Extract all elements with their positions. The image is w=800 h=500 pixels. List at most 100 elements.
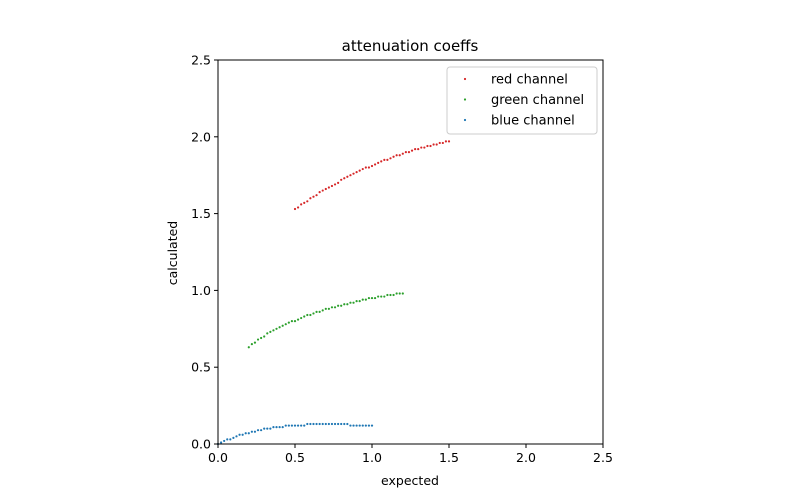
data-point xyxy=(352,424,355,427)
y-axis-label: calculated xyxy=(165,221,180,285)
data-point xyxy=(340,304,343,307)
data-point xyxy=(392,293,395,297)
data-point xyxy=(315,422,318,426)
data-point xyxy=(312,422,315,426)
data-point xyxy=(290,424,294,427)
legend-marker xyxy=(463,77,467,81)
data-point xyxy=(343,303,346,306)
data-point xyxy=(306,200,309,203)
data-point xyxy=(380,160,383,163)
data-point xyxy=(346,175,349,178)
data-point xyxy=(386,158,389,161)
data-point xyxy=(241,433,244,436)
data-point xyxy=(410,149,414,152)
series-green-channel xyxy=(247,292,404,349)
data-point xyxy=(349,424,352,427)
data-point xyxy=(296,206,300,209)
data-point xyxy=(349,301,352,304)
data-point xyxy=(296,424,300,427)
data-point xyxy=(377,295,380,298)
data-point xyxy=(306,313,309,317)
y-tick-label: 1.5 xyxy=(191,206,211,221)
legend-label: blue channel xyxy=(491,114,575,129)
data-point xyxy=(247,346,250,349)
y-tick-label: 1.0 xyxy=(191,283,211,298)
data-point xyxy=(287,424,290,427)
data-point xyxy=(401,292,404,295)
data-point xyxy=(290,320,294,323)
data-point xyxy=(407,151,411,154)
data-point xyxy=(324,422,327,426)
data-point xyxy=(333,306,337,309)
data-point xyxy=(327,422,330,426)
data-point xyxy=(272,426,275,429)
data-point xyxy=(284,323,287,326)
data-point xyxy=(309,197,312,200)
data-point xyxy=(324,187,327,191)
data-point xyxy=(256,429,260,432)
data-point xyxy=(303,201,306,204)
data-point xyxy=(278,426,281,429)
data-point xyxy=(219,441,223,444)
data-point xyxy=(321,189,324,192)
data-point xyxy=(303,424,306,427)
data-point xyxy=(318,310,321,314)
data-point xyxy=(432,143,435,146)
data-point xyxy=(346,303,349,306)
data-point xyxy=(355,424,358,427)
data-point xyxy=(253,341,257,344)
data-point xyxy=(321,309,324,312)
data-point xyxy=(441,141,444,145)
data-point xyxy=(281,324,284,327)
data-point xyxy=(272,329,275,332)
data-point xyxy=(260,429,263,432)
data-point xyxy=(253,430,257,433)
data-point xyxy=(380,295,383,298)
legend-marker xyxy=(463,118,467,122)
data-point xyxy=(361,298,364,301)
data-point xyxy=(438,141,441,145)
x-axis: 0.0 0.5 1.0 1.5 2.0 2.5 xyxy=(208,444,613,465)
data-point xyxy=(423,146,426,149)
y-tick-label: 2.5 xyxy=(191,53,211,68)
data-point xyxy=(398,292,401,295)
data-point xyxy=(337,181,340,184)
data-point xyxy=(337,304,340,307)
data-point xyxy=(364,166,367,169)
data-point xyxy=(244,432,247,435)
y-axis: 0.0 0.5 1.0 1.5 2.0 2.5 xyxy=(191,53,218,452)
data-point xyxy=(293,320,297,323)
legend-marker xyxy=(463,98,467,101)
x-tick-label: 1.0 xyxy=(362,450,382,465)
series-red-channel xyxy=(293,140,451,211)
data-point xyxy=(355,171,358,174)
data-point xyxy=(300,316,303,320)
data-point xyxy=(343,177,346,180)
legend-label: red channel xyxy=(491,73,568,88)
data-point xyxy=(426,144,429,148)
data-point xyxy=(370,164,374,168)
data-point xyxy=(364,424,367,427)
data-point xyxy=(358,300,361,303)
x-tick-label: 0.5 xyxy=(285,450,305,465)
data-point xyxy=(330,306,334,309)
data-point xyxy=(226,438,229,441)
data-point xyxy=(349,174,352,177)
data-point xyxy=(309,422,312,426)
data-point xyxy=(300,424,303,427)
data-point xyxy=(263,427,266,430)
legend-box xyxy=(446,66,598,135)
y-tick-label: 2.0 xyxy=(191,129,211,144)
data-point xyxy=(315,194,318,197)
data-point xyxy=(306,422,309,426)
data-point xyxy=(367,296,371,300)
data-point xyxy=(327,186,330,189)
data-point xyxy=(340,178,343,181)
data-point xyxy=(444,140,448,143)
data-point xyxy=(309,313,312,317)
legend: red channel green channel blue channel xyxy=(446,66,598,135)
data-point xyxy=(340,422,343,426)
data-point xyxy=(321,422,324,426)
data-point xyxy=(229,438,232,441)
data-point xyxy=(250,430,253,433)
